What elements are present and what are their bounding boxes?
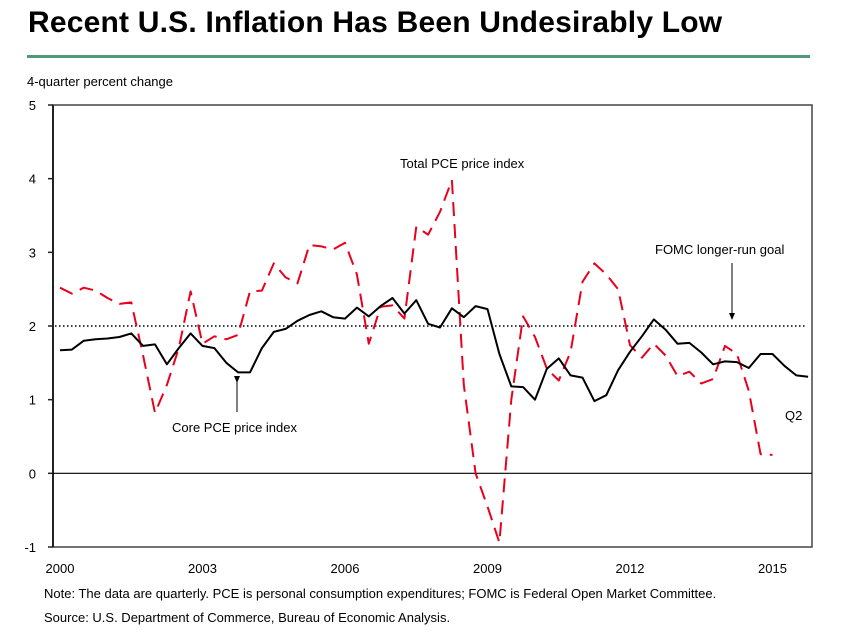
series-lines — [55, 179, 809, 544]
footer-note: Note: The data are quarterly. PCE is per… — [44, 586, 717, 601]
core-pce-line — [59, 297, 809, 403]
chart-title: Recent U.S. Inflation Has Been Undesirab… — [28, 6, 723, 39]
x-tick-label: 2000 — [46, 561, 75, 576]
y-tick-label: 0 — [29, 466, 36, 481]
y-axis-label: 4-quarter percent change — [27, 74, 173, 89]
x-tick-label: 2006 — [331, 561, 360, 576]
title-divider — [27, 55, 810, 58]
total-pce-line — [59, 179, 773, 544]
annotations: Total PCE price index Core PCE price inde… — [172, 156, 802, 435]
fomc-goal-arrow-head — [729, 313, 735, 320]
x-tick-label: 2003 — [188, 561, 217, 576]
x-tick-label: 2015 — [758, 561, 787, 576]
fomc-goal-label: FOMC longer-run goal — [655, 242, 784, 257]
y-tick-label: 4 — [29, 172, 36, 187]
x-tick-label: 2012 — [616, 561, 645, 576]
y-tick-label: 5 — [29, 98, 36, 113]
total-pce-label: Total PCE price index — [400, 156, 525, 171]
core-pce-label: Core PCE price index — [172, 420, 297, 435]
y-tick-label: 1 — [29, 393, 36, 408]
y-tick-label: 3 — [29, 245, 36, 260]
x-tick-label: 2009 — [473, 561, 502, 576]
core-pce-arrow-head — [234, 376, 240, 383]
axes: -1 0 1 2 3 4 5 2000 2003 2006 2009 2012 2015 — [24, 98, 813, 576]
footer-source: Source: U.S. Department of Commerce, Bur… — [44, 610, 451, 625]
q2-label: Q2 — [785, 408, 802, 423]
y-tick-label: 2 — [29, 319, 36, 334]
y-tick-label: -1 — [24, 540, 36, 555]
